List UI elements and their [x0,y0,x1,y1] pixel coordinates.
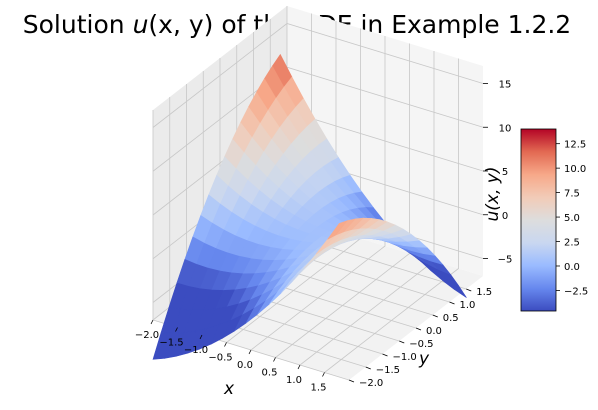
z-tick-label: 0 [502,211,508,222]
x-tick-label: −1.5 [159,338,183,349]
y-tick-mark [466,288,472,292]
y-tick-label: −2.0 [359,378,383,389]
x-gridline [324,58,459,373]
x-tick-mark [150,319,154,325]
colorbar-tick-label: 12.5 [564,140,586,151]
x-gridline [275,43,410,358]
colorbar-tick-label: −2.5 [564,286,588,297]
colorbar-tick-label: 5.0 [564,213,580,224]
x-tick-mark [175,327,178,332]
x-tick-label: 1.5 [311,383,327,394]
x-tick-mark [224,342,227,347]
z-tick-label: 5 [502,167,508,178]
x-tick-mark [199,334,203,340]
x-tick-label: −1.0 [184,345,208,356]
x-gridline [250,36,386,351]
z-tick-label: 10 [499,123,512,134]
x-tick-mark [297,364,301,370]
y-tick-label: 0.0 [426,326,442,337]
y-tick-mark [382,353,388,357]
surface-facet [327,220,349,240]
y-tick-label: −0.5 [409,339,433,350]
x-tick-mark [273,357,276,362]
z-axis-label: u(x, y) [483,167,503,222]
title-args: (x, y) [148,10,213,39]
title-pre: Solution [23,10,133,39]
y-tick-mark [432,314,438,318]
colorbar [520,128,557,312]
colorbar-tick-label: 0.0 [564,262,580,273]
y-tick-mark [399,340,405,344]
colorbar-ticks: −2.5 0.0 2.5 5.0 7.5 10.0 12.5 [556,140,588,297]
x-tick-mark [322,372,325,377]
colorbar-tick-label: 2.5 [564,238,580,249]
y-tick-label: −1.5 [376,365,400,376]
x-tick-label: 1.0 [286,375,302,386]
x-tick-label: 0.0 [237,360,253,371]
surface-mesh [152,53,467,360]
x-tick-label: −0.5 [208,353,232,364]
y-axis-label: y [418,349,430,369]
z-gridline [152,23,484,128]
y-tick-label: 1.5 [476,287,492,298]
y-tick-mark [449,301,455,305]
y-tick-mark [415,327,422,331]
y-tick-label: −1.0 [393,352,417,363]
x-tick-label: −2.0 [135,330,159,341]
colorbar-tick-label: 10.0 [564,164,586,175]
title-func: u [133,10,149,39]
x-tick-label: 0.5 [262,368,278,379]
colorbar-tick-label: 7.5 [564,189,580,200]
y-tick-mark [365,366,371,370]
axis-ticks: −2.0−1.5−1.0−0.50.00.51.01.5 −2.0−1.5−1.0… [135,80,513,394]
y-tick-mark [348,379,355,383]
y-tick-label: 0.5 [443,313,459,324]
z-tick-label: 15 [499,80,512,91]
x-tick-mark [248,349,252,355]
x-axis-label: x [223,379,235,399]
y-tick-label: 1.0 [460,300,476,311]
z-tick-label: −5 [498,255,513,266]
